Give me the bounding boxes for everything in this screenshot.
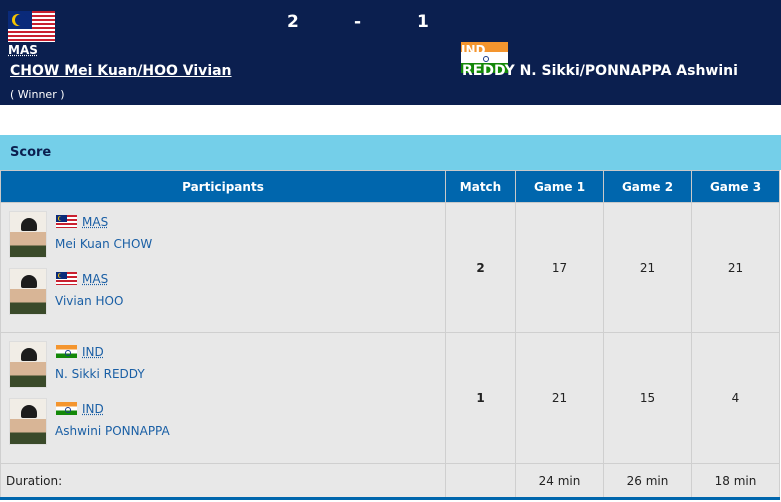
game3-duration: 18 min [691,463,780,499]
col-game3: Game 3 [691,170,780,203]
player-photo [9,210,47,258]
section-title: Score [0,135,781,170]
player-photo [9,398,47,445]
away-team-name: REDDY N. Sikki/PONNAPPA Ashwini [462,63,738,79]
away-noc-link[interactable]: IND [461,43,486,57]
col-game2: Game 2 [603,170,692,203]
noc-link[interactable]: MAS [82,214,109,229]
home-noc-link[interactable]: MAS [8,43,38,57]
player-photo [9,341,47,388]
game2-duration: 26 min [603,463,692,499]
noc-link[interactable]: MAS [82,271,109,286]
game2-score: 15 [603,332,692,464]
duration-label: Duration: [0,463,446,499]
player: MAS Vivian HOO [9,267,437,325]
home-team-link[interactable]: CHOW Mei Kuan/HOO Vivian [10,63,232,79]
india-flag-icon [56,345,77,358]
player-name-link[interactable]: N. Sikki REDDY [55,367,145,381]
player-name-link[interactable]: Vivian HOO [55,293,124,308]
malaysia-flag-icon [56,271,77,285]
game1-score: 17 [515,202,604,333]
game2-score: 21 [603,202,692,333]
game3-score: 4 [691,332,780,464]
winner-label: ( Winner ) [10,88,65,101]
india-flag-icon [461,42,508,73]
noc-link[interactable]: IND [82,402,104,416]
score-table: Participants Match Game 1 Game 2 Game 3 … [0,170,780,500]
col-participants: Participants [0,170,446,203]
table-row: MAS Mei Kuan CHOW MAS Vivian HOO 2 17 21 2… [0,202,780,333]
player-photo [9,267,47,315]
malaysia-flag-icon [8,11,55,42]
match-score: 1 [445,332,516,464]
col-match: Match [445,170,516,203]
table-row: IND N. Sikki REDDY IND Ashwini PONNAPPA 1 … [0,332,780,464]
noc-link[interactable]: IND [82,345,104,359]
match-header: MAS CHOW Mei Kuan/HOO Vivian ( Winner ) … [0,0,781,105]
player-name-link[interactable]: Mei Kuan CHOW [55,236,153,251]
game3-score: 21 [691,202,780,333]
malaysia-flag-icon [56,214,77,228]
player: IND Ashwini PONNAPPA [9,398,437,455]
player-name-link[interactable]: Ashwini PONNAPPA [55,424,170,438]
india-flag-icon [56,402,77,415]
player: MAS Mei Kuan CHOW [9,210,437,268]
player: IND N. Sikki REDDY [9,341,437,398]
duration-row: Duration: 24 min 26 min 18 min [0,463,780,499]
match-score: 2 [445,202,516,333]
away-score: 1 [417,12,429,32]
score-separator: - [354,12,362,32]
game1-duration: 24 min [515,463,604,499]
game1-score: 21 [515,332,604,464]
home-score: 2 [287,12,299,32]
col-game1: Game 1 [515,170,604,203]
